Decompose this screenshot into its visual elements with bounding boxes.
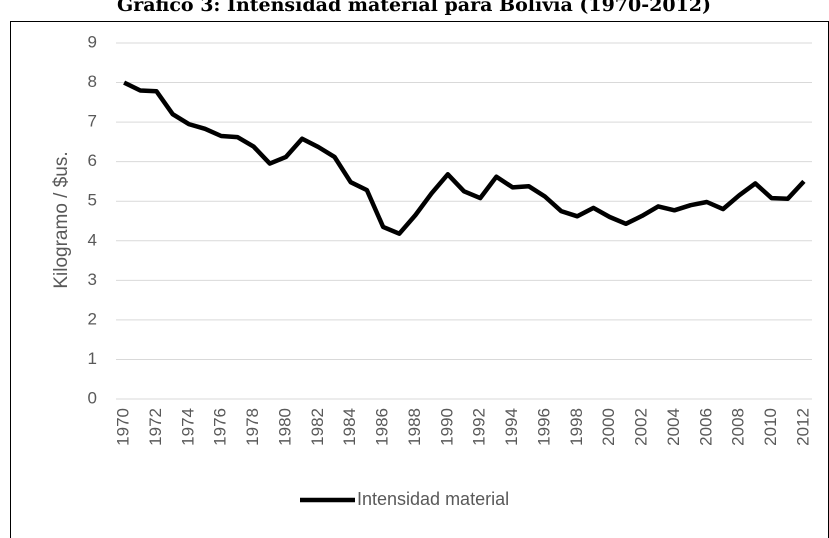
x-tick-label: 1992 [470,408,489,446]
y-tick-label: 3 [88,270,97,289]
x-tick-label: 1972 [146,408,165,446]
x-tick-label: 2012 [793,408,812,446]
x-tick-label: 2006 [696,408,715,446]
chart-title: Gráfico 3: Intensidad material para Boli… [117,0,711,16]
x-tick-label: 1970 [114,408,133,446]
x-tick-label: 2002 [632,408,651,446]
y-tick-label: 5 [88,191,97,210]
x-tick-label: 1996 [534,408,553,446]
x-tick-label: 1976 [211,408,230,446]
y-axis-label: Kilogramo / $us. [51,151,72,288]
y-tick-label: 9 [88,32,97,51]
x-tick-label: 1984 [340,408,359,446]
x-tick-label: 2008 [729,408,748,446]
x-tick-label: 1988 [405,408,424,446]
x-tick-label: 2004 [664,408,683,446]
x-tick-label: 1974 [178,408,197,446]
x-tick-label: 1978 [243,408,262,446]
x-tick-label: 1994 [502,408,521,446]
line-series [123,80,806,236]
y-tick-label: 8 [88,72,97,91]
y-tick-label: 6 [88,151,97,170]
x-tick-label: 2000 [599,408,618,446]
x-tick-label: 1980 [275,408,294,446]
x-tick-label: 1986 [373,408,392,446]
y-tick-label: 2 [88,309,97,328]
x-tick-label: 1982 [308,408,327,446]
x-tick-label: 2010 [761,408,780,446]
y-tick-label: 1 [88,349,97,368]
y-tick-label: 4 [88,230,97,249]
x-tick-label: 1998 [567,408,586,446]
legend-label: Intensidad material [357,489,509,509]
y-tick-label: 7 [88,112,97,131]
y-tick-label: 0 [88,388,97,407]
x-tick-label: 1990 [437,408,456,446]
